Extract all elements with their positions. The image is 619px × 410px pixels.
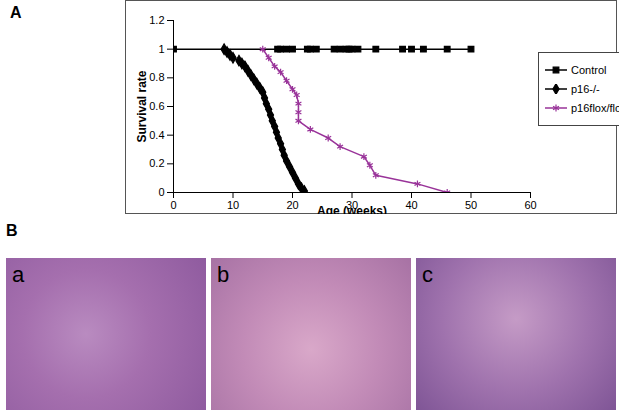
- html-text:c: c: [422, 262, 433, 287]
- html-text:B: B: [6, 222, 18, 239]
- svg-text:50: 50: [465, 199, 477, 211]
- svg-text:1.2: 1.2: [149, 14, 164, 26]
- html-text:A: A: [10, 4, 22, 21]
- svg-text:10: 10: [227, 199, 239, 211]
- svg-text:0.6: 0.6: [149, 100, 164, 112]
- svg-text:60: 60: [524, 199, 536, 211]
- svg-text:Survival rate: Survival rate: [135, 70, 149, 142]
- svg-text:0.4: 0.4: [149, 129, 164, 141]
- html-text:b: b: [217, 262, 230, 287]
- svg-text:0.2: 0.2: [149, 157, 164, 169]
- html-text:p16-/-: p16-/-: [571, 83, 600, 95]
- svg-text:0: 0: [170, 199, 176, 211]
- svg-text:Age (weeks): Age (weeks): [317, 204, 387, 215]
- svg-text:1: 1: [158, 43, 164, 55]
- svg-text:20: 20: [286, 199, 298, 211]
- svg-text:40: 40: [405, 199, 417, 211]
- svg-text:0.8: 0.8: [149, 71, 164, 83]
- html-text:a: a: [12, 262, 25, 287]
- svg-text:0: 0: [158, 186, 164, 198]
- html-text:Control: Control: [571, 64, 607, 76]
